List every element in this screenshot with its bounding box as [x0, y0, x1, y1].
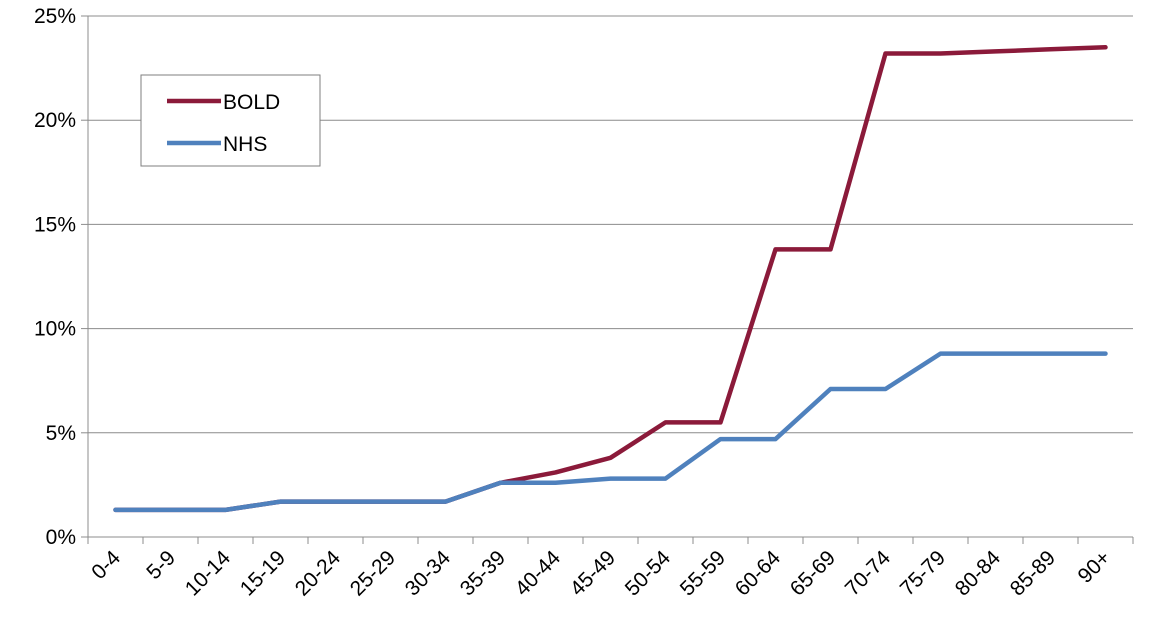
y-axis-tick-labels: 0% 5% 10% 15% 20% 25%: [34, 5, 76, 549]
x-tick-label: 45-49: [566, 546, 620, 600]
series-line-nhs: [113, 351, 1108, 513]
x-tick-label: 90+: [1074, 546, 1115, 587]
x-tick-label: 50-54: [621, 546, 675, 600]
y-tick-label: 20%: [34, 109, 76, 132]
x-tick-label: 15-19: [236, 546, 290, 600]
x-tick-label: 70-74: [841, 546, 895, 600]
x-tick-label: 20-24: [291, 546, 345, 600]
y-tick-label: 0%: [46, 526, 76, 549]
y-tick-label: 25%: [34, 5, 76, 28]
x-tick-label: 40-44: [511, 546, 565, 600]
x-tick-label: 35-39: [456, 546, 510, 600]
y-tick-label: 10%: [34, 318, 76, 341]
legend: BOLD NHS: [140, 74, 321, 167]
x-tick-label: 75-79: [896, 546, 950, 600]
legend-box: [140, 74, 321, 167]
x-tick-label: 5-9: [142, 546, 180, 584]
x-axis-tick-labels: 0-4 5-9 10-14 15-19 20-24 25-29 30-34 35-39 40-4…: [87, 546, 1115, 600]
series-lines: [113, 45, 1108, 513]
x-tick-label: 30-34: [401, 546, 455, 600]
axes: [81, 15, 1134, 544]
x-tick-label: 55-59: [676, 546, 730, 600]
x-tick-label: 25-29: [346, 546, 400, 600]
x-tick-label: 65-69: [786, 546, 840, 600]
x-tick-label: 80-84: [951, 546, 1005, 600]
y-tick-label: 15%: [34, 213, 76, 236]
legend-label-nhs: NHS: [223, 133, 267, 156]
x-tick-label: 10-14: [181, 546, 235, 600]
y-tick-label: 5%: [46, 422, 76, 445]
x-tick-label: 0-4: [87, 546, 125, 584]
legend-label-bold: BOLD: [223, 91, 280, 114]
x-tick-label: 85-89: [1006, 546, 1060, 600]
x-tick-label: 60-64: [731, 546, 785, 600]
